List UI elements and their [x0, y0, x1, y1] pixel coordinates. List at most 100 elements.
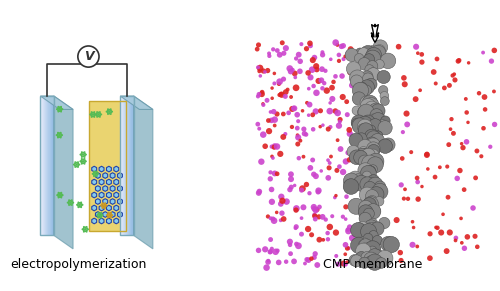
- Circle shape: [336, 53, 341, 57]
- Circle shape: [296, 133, 300, 137]
- Circle shape: [450, 73, 455, 78]
- Circle shape: [269, 199, 275, 205]
- Circle shape: [292, 105, 298, 111]
- Circle shape: [256, 92, 262, 97]
- Circle shape: [373, 134, 382, 144]
- Circle shape: [306, 257, 312, 263]
- Polygon shape: [123, 96, 124, 235]
- Circle shape: [415, 176, 420, 180]
- Circle shape: [349, 235, 356, 241]
- Polygon shape: [43, 96, 44, 235]
- Circle shape: [360, 115, 376, 130]
- Circle shape: [328, 125, 332, 129]
- Circle shape: [307, 113, 310, 117]
- Circle shape: [78, 46, 99, 67]
- Circle shape: [342, 57, 345, 61]
- Circle shape: [352, 173, 358, 180]
- Circle shape: [284, 260, 288, 264]
- Circle shape: [286, 111, 291, 115]
- Circle shape: [306, 70, 311, 76]
- Circle shape: [366, 196, 378, 207]
- Circle shape: [316, 237, 322, 243]
- Circle shape: [318, 77, 324, 83]
- Circle shape: [362, 95, 378, 111]
- Circle shape: [313, 217, 318, 221]
- Circle shape: [255, 47, 260, 52]
- Circle shape: [268, 250, 272, 255]
- Circle shape: [459, 217, 463, 220]
- Circle shape: [312, 251, 318, 256]
- Circle shape: [360, 80, 374, 94]
- Circle shape: [358, 147, 369, 157]
- Circle shape: [336, 138, 340, 142]
- Circle shape: [277, 151, 283, 157]
- Circle shape: [352, 106, 362, 115]
- Circle shape: [446, 195, 450, 200]
- Circle shape: [332, 39, 339, 46]
- Circle shape: [346, 227, 350, 232]
- Circle shape: [298, 139, 302, 143]
- Circle shape: [362, 148, 376, 162]
- Circle shape: [266, 128, 272, 134]
- Circle shape: [361, 148, 370, 158]
- Circle shape: [272, 81, 276, 86]
- Circle shape: [290, 125, 294, 129]
- Circle shape: [304, 257, 310, 262]
- Polygon shape: [42, 96, 43, 235]
- Circle shape: [270, 217, 276, 221]
- Polygon shape: [129, 96, 130, 235]
- Circle shape: [352, 92, 366, 105]
- Circle shape: [340, 73, 345, 79]
- Circle shape: [334, 168, 340, 173]
- Circle shape: [274, 143, 280, 150]
- Circle shape: [431, 69, 436, 75]
- Circle shape: [366, 256, 374, 265]
- Circle shape: [311, 127, 316, 132]
- Circle shape: [362, 107, 373, 118]
- Circle shape: [296, 119, 300, 123]
- Circle shape: [337, 59, 341, 63]
- Circle shape: [294, 56, 298, 61]
- Circle shape: [351, 52, 358, 58]
- Circle shape: [462, 187, 466, 192]
- Circle shape: [268, 110, 272, 114]
- Circle shape: [492, 90, 496, 93]
- Circle shape: [360, 223, 376, 239]
- Circle shape: [271, 109, 276, 114]
- Circle shape: [70, 202, 71, 203]
- Polygon shape: [132, 96, 133, 235]
- Circle shape: [488, 145, 492, 149]
- Circle shape: [416, 244, 419, 249]
- Circle shape: [460, 241, 464, 245]
- Polygon shape: [48, 96, 49, 235]
- Circle shape: [346, 179, 352, 185]
- Circle shape: [278, 92, 285, 98]
- Circle shape: [396, 44, 402, 49]
- Circle shape: [365, 65, 374, 74]
- Circle shape: [368, 177, 383, 193]
- Circle shape: [380, 237, 396, 251]
- Circle shape: [342, 242, 348, 248]
- Circle shape: [358, 205, 373, 220]
- Circle shape: [332, 80, 336, 84]
- Circle shape: [307, 40, 312, 46]
- Circle shape: [448, 127, 452, 131]
- Circle shape: [366, 68, 380, 81]
- Circle shape: [370, 109, 383, 122]
- Circle shape: [336, 43, 340, 47]
- Circle shape: [477, 91, 481, 95]
- Circle shape: [272, 171, 278, 176]
- Circle shape: [333, 196, 336, 199]
- Circle shape: [298, 58, 303, 64]
- Circle shape: [367, 157, 384, 173]
- Circle shape: [489, 58, 494, 64]
- Circle shape: [305, 226, 312, 232]
- Circle shape: [340, 260, 346, 267]
- Circle shape: [356, 237, 370, 252]
- Circle shape: [348, 202, 352, 206]
- Circle shape: [366, 139, 376, 148]
- Circle shape: [366, 142, 380, 155]
- Circle shape: [356, 148, 370, 162]
- Circle shape: [467, 61, 470, 65]
- Circle shape: [398, 250, 403, 255]
